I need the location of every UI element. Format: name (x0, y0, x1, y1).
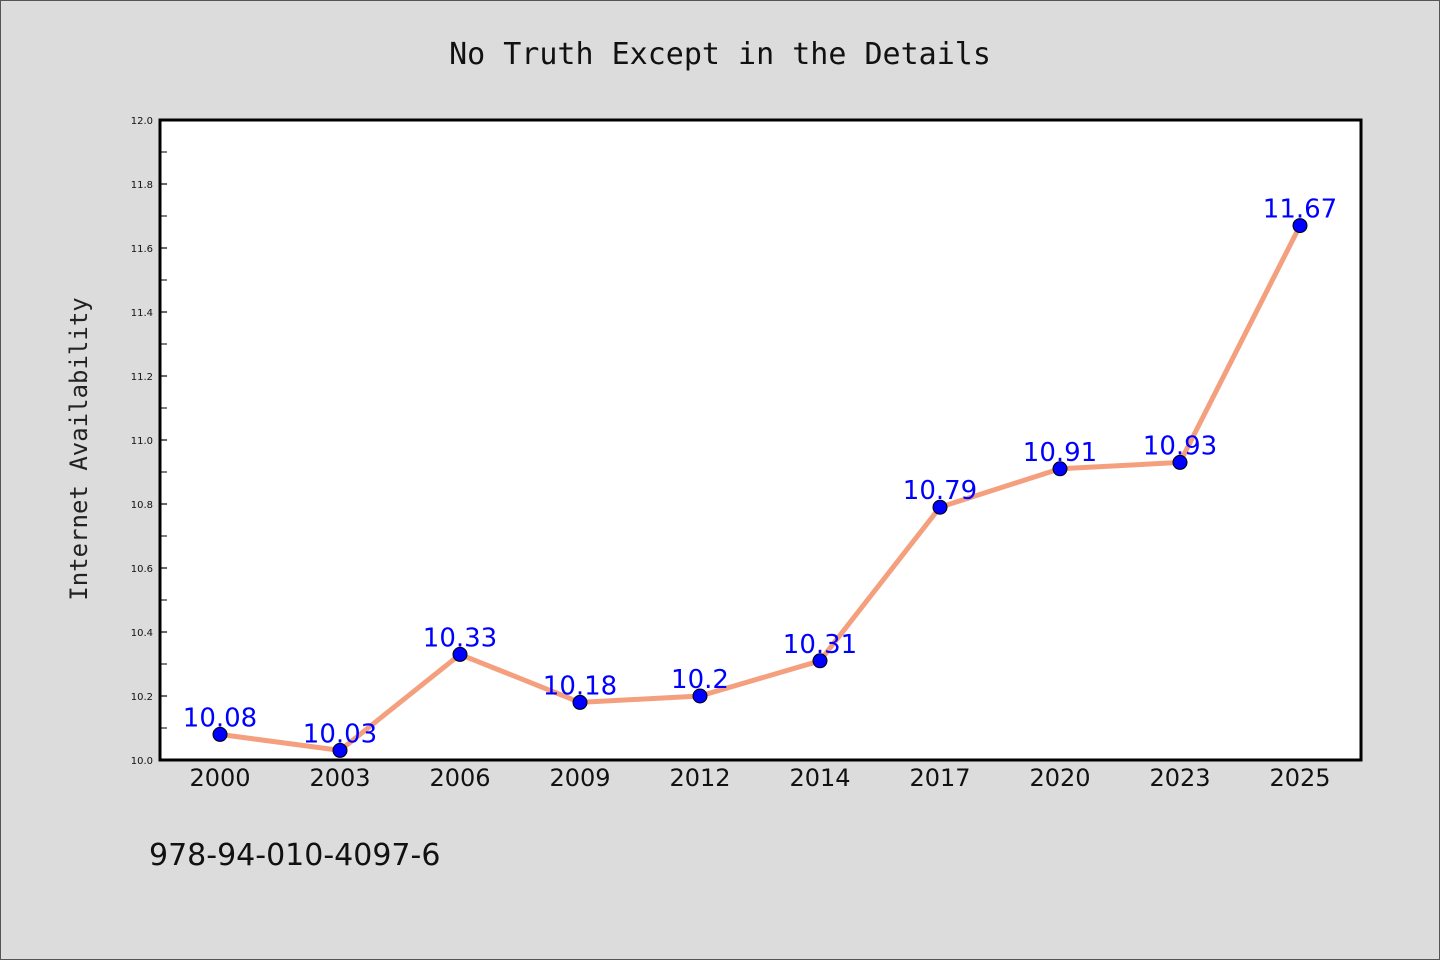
data-point (1292, 218, 1308, 234)
data-point (332, 742, 348, 758)
x-tick-label: 2023 (1149, 764, 1210, 792)
y-tick-label: 11.2 (131, 372, 153, 383)
data-label: 10.31 (783, 630, 857, 660)
data-point (1172, 454, 1188, 470)
y-tick-label: 10.2 (131, 692, 153, 703)
data-label: 10.79 (903, 476, 977, 506)
y-axis: 10.0 10.2 10.4 10.6 10.8 11.0 11.2 11.4 11.6 11.8… (131, 116, 167, 767)
data-label: 10.91 (1023, 438, 1097, 468)
footer-code: 978-94-010-4097-6 (149, 838, 440, 873)
data-point (812, 653, 828, 669)
y-tick-label: 11.8 (131, 180, 153, 191)
series-line (217, 223, 1303, 753)
x-tick-label: 2012 (669, 764, 730, 792)
data-point (932, 499, 948, 515)
data-label: 11.67 (1263, 195, 1337, 225)
chart-title: No Truth Except in the Details (449, 37, 991, 72)
y-tick-label: 11.4 (131, 308, 153, 319)
y-tick-label: 12.0 (131, 116, 153, 127)
data-label: 10.08 (183, 703, 257, 733)
data-label: 10.2 (671, 665, 729, 695)
y-tick-label: 10.4 (131, 628, 153, 639)
data-point (572, 694, 588, 710)
data-point (692, 688, 708, 704)
data-label: 10.93 (1143, 431, 1217, 461)
data-label: 10.18 (543, 671, 617, 701)
x-tick-label: 2014 (789, 764, 850, 792)
series-layer: 10.08 10.03 10.33 10.18 10.2 10.31 10.79 10.91 1… (183, 195, 1337, 758)
x-tick-label: 2009 (549, 764, 610, 792)
x-axis: 2000 2003 2006 2009 2012 2014 2017 2020 2023 2025 (189, 764, 1330, 792)
x-tick-label: 2017 (909, 764, 970, 792)
plot-area (158, 118, 1363, 762)
data-label: 10.03 (303, 719, 377, 749)
y-axis-label: Internet Availability (65, 297, 93, 600)
data-point (212, 726, 228, 742)
x-tick-label: 2020 (1029, 764, 1090, 792)
y-tick-label: 11.6 (131, 244, 153, 255)
x-tick-label: 2006 (429, 764, 490, 792)
x-tick-label: 2025 (1269, 764, 1330, 792)
data-label: 10.33 (423, 623, 497, 653)
y-tick-label: 10.6 (131, 564, 153, 575)
x-tick-label: 2003 (309, 764, 370, 792)
data-point (1052, 461, 1068, 477)
x-tick-label: 2000 (189, 764, 250, 792)
data-point (452, 646, 468, 662)
y-tick-label: 11.0 (131, 436, 153, 447)
y-tick-label: 10.8 (131, 500, 153, 511)
y-tick-label: 10.0 (131, 756, 153, 767)
